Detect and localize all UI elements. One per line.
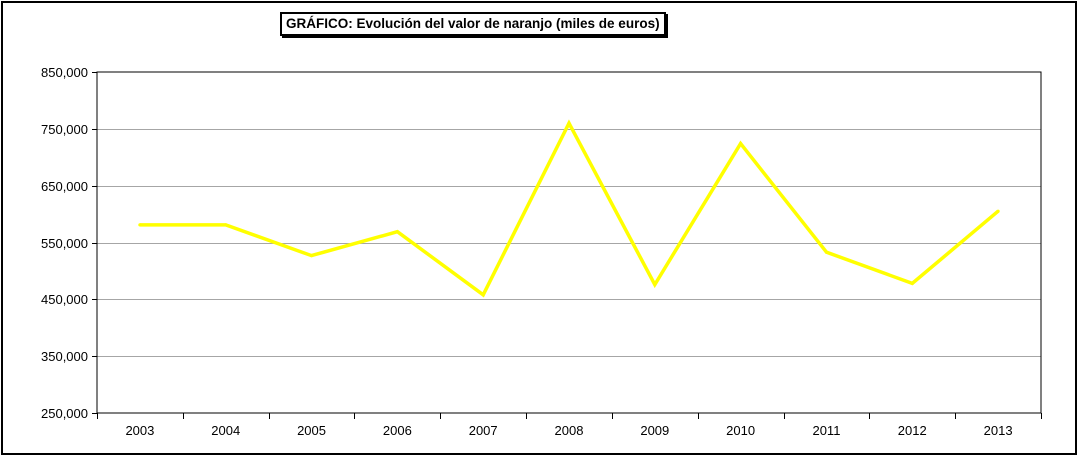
data-point xyxy=(138,223,142,227)
data-point xyxy=(996,209,1000,213)
x-tick-label: 2004 xyxy=(211,423,240,438)
data-point xyxy=(739,142,743,146)
x-tick-label: 2011 xyxy=(812,423,840,438)
y-tick-label: 850,000 xyxy=(41,65,88,80)
x-tick-label: 2006 xyxy=(383,423,412,438)
x-tick-label: 2005 xyxy=(297,423,326,438)
data-point xyxy=(395,230,399,234)
x-tick-label: 2007 xyxy=(469,423,498,438)
x-tick-label: 2012 xyxy=(898,423,927,438)
gridlines xyxy=(97,129,1041,357)
data-point xyxy=(224,223,228,227)
y-tick-label: 550,000 xyxy=(41,236,88,251)
y-axis-tick-labels: 250,000 350,000 450,000 550,000 650,000 750,0… xyxy=(41,65,88,421)
axes xyxy=(92,71,1042,419)
x-tick-label: 2013 xyxy=(984,423,1013,438)
plot-area-border xyxy=(96,71,1042,414)
data-point xyxy=(481,293,485,297)
y-tick-label: 350,000 xyxy=(41,349,88,364)
x-tick-label: 2008 xyxy=(555,423,584,438)
x-tick-label: 2010 xyxy=(726,423,755,438)
y-tick-label: 250,000 xyxy=(41,406,88,421)
data-point xyxy=(567,121,571,125)
data-point xyxy=(824,250,829,254)
x-axis-tick-labels: 2003 2004 2005 2006 2007 2008 2009 2010 2011 2012… xyxy=(125,423,1012,438)
x-tick-label: 2003 xyxy=(125,423,154,438)
y-tick-label: 450,000 xyxy=(41,292,88,307)
chart-title: GRÁFICO: Evolución del valor de naranjo … xyxy=(280,12,666,36)
data-point xyxy=(309,253,314,258)
series-layer xyxy=(138,119,1000,298)
data-point xyxy=(910,281,914,286)
series-line-0 xyxy=(139,119,1000,298)
x-tick-label: 2009 xyxy=(640,423,669,438)
y-tick-label: 750,000 xyxy=(41,122,88,137)
y-tick-label: 650,000 xyxy=(41,179,88,194)
data-point xyxy=(653,282,657,287)
